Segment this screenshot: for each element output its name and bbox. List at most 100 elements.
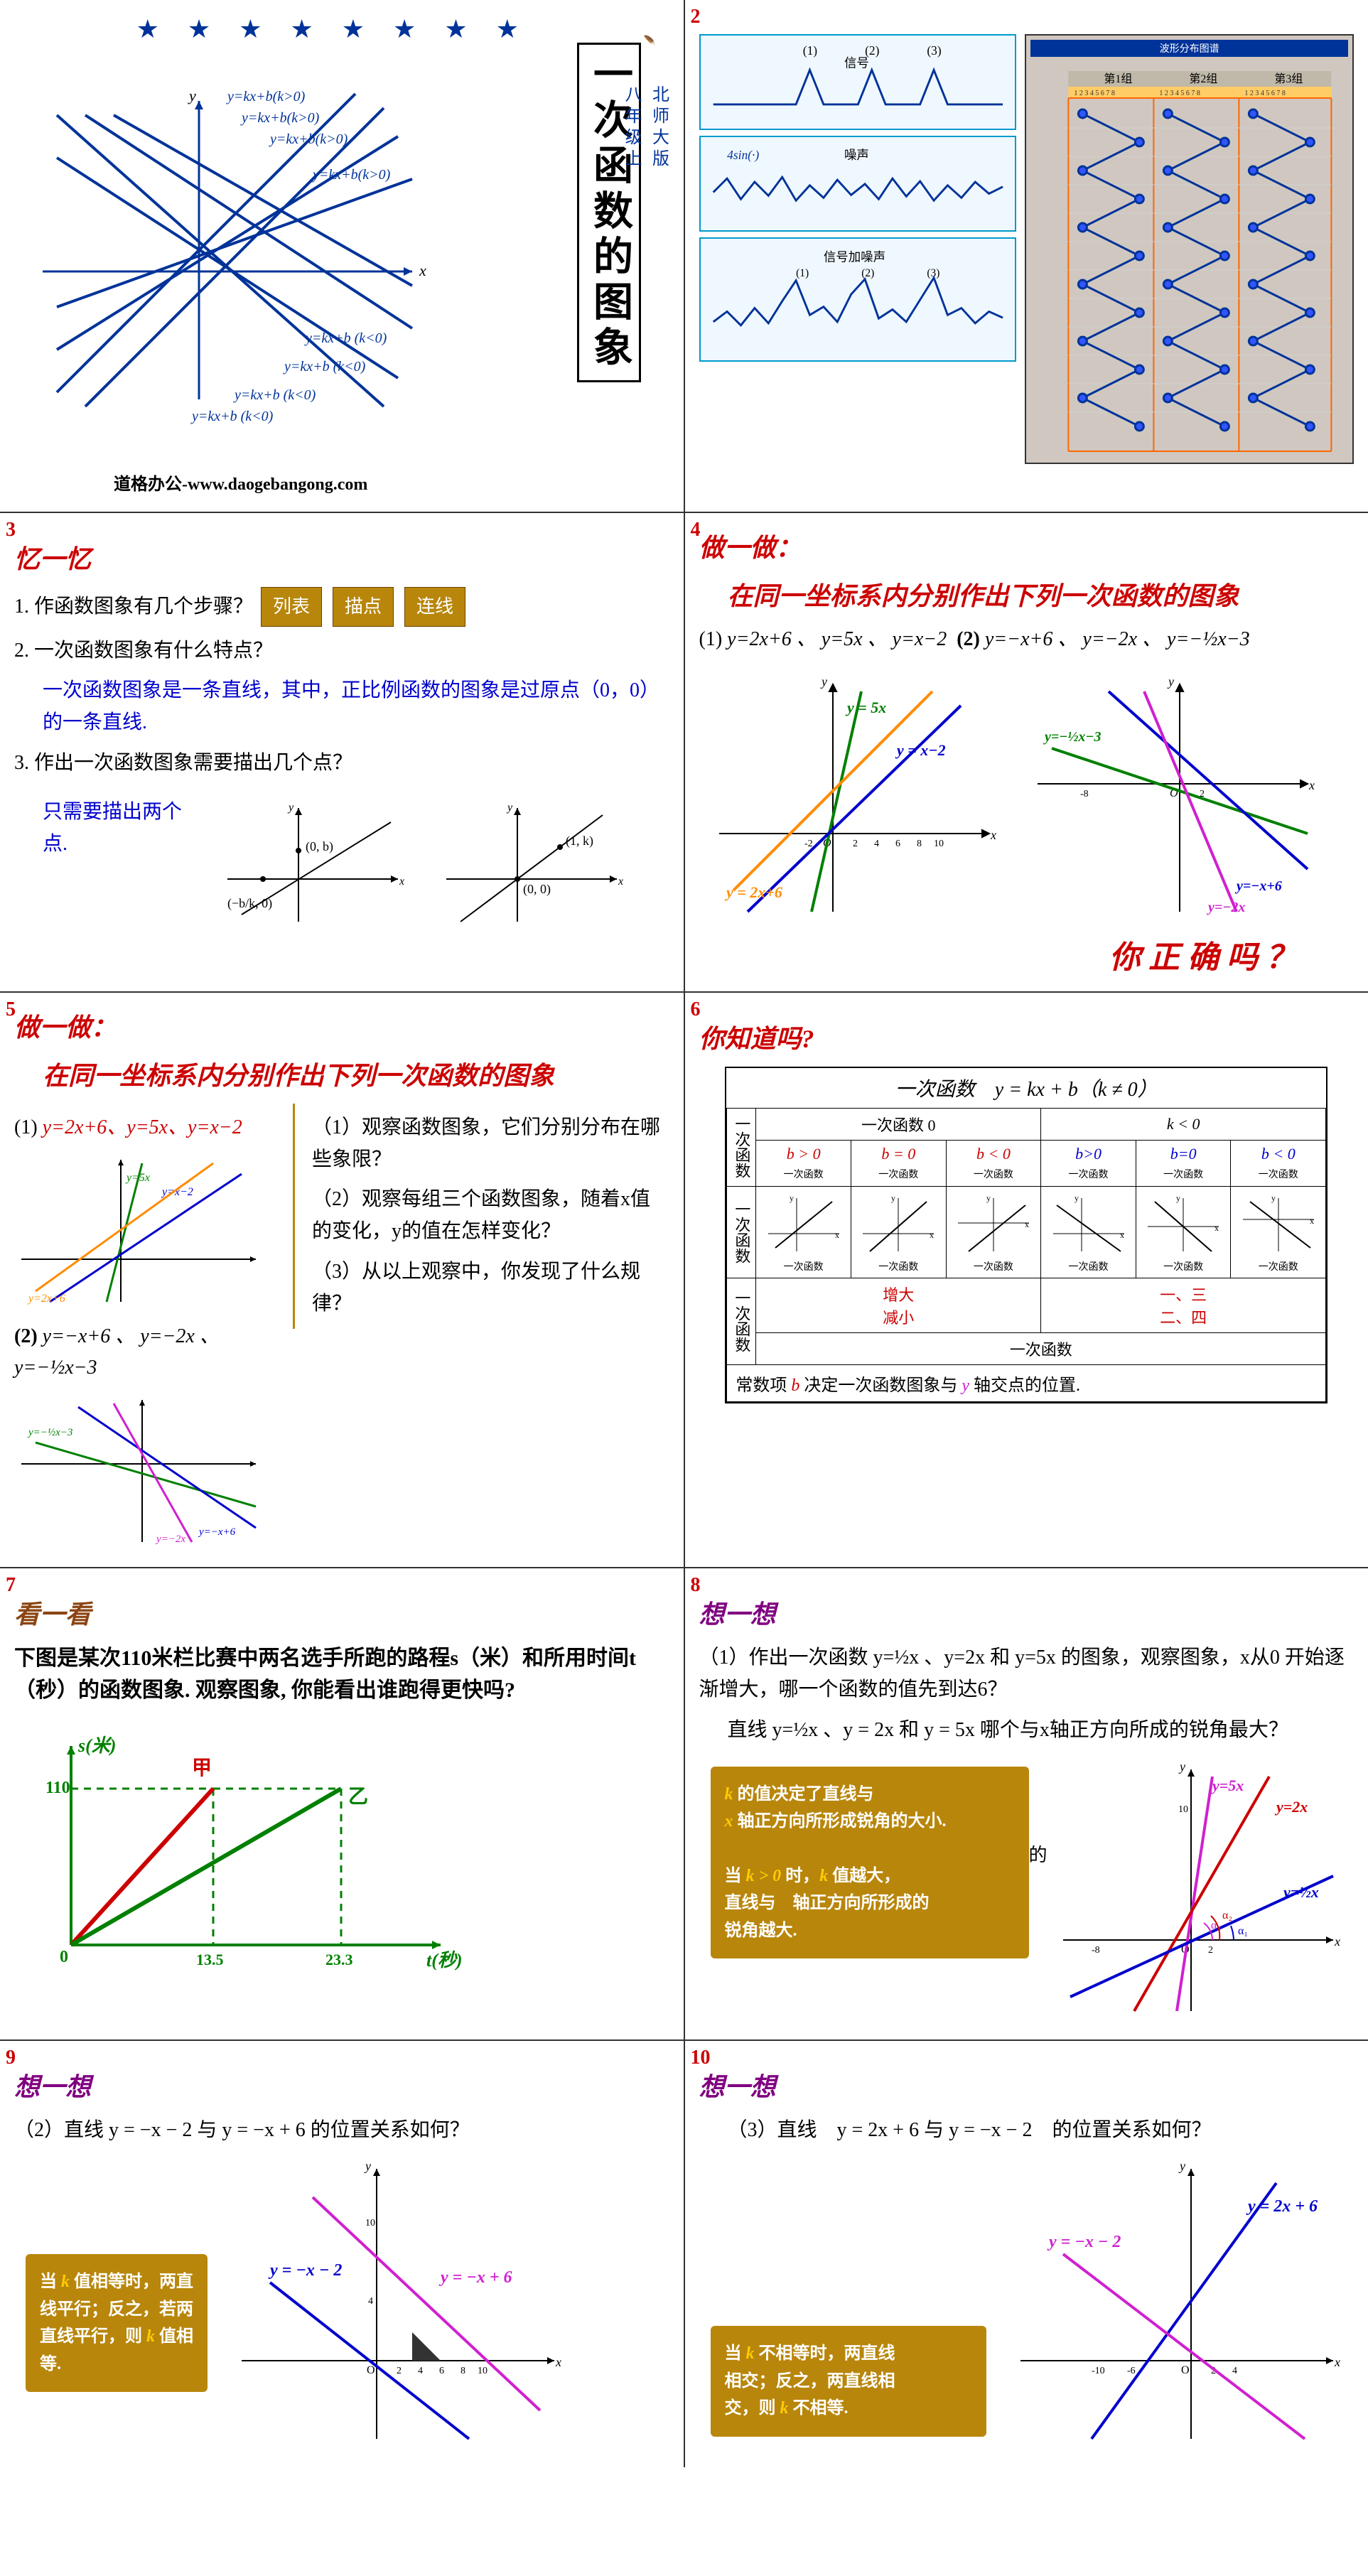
section-heading: 想一想	[699, 2066, 1354, 2103]
step-plot[interactable]: 描点	[333, 587, 394, 627]
svg-text:y=kx+b(k>0): y=kx+b(k>0)	[240, 110, 320, 126]
parallel-chart: xyO 246810104 y = −x − 2 y = −x + 6	[227, 2155, 569, 2453]
callout10: 当 k 不相等时，两直线相交；反之，两直线相交，则 k 不相等.	[711, 2326, 986, 2436]
svg-text:10: 10	[934, 839, 944, 849]
svg-text:y: y	[790, 1193, 794, 1203]
svg-text:y=kx+b(k>0): y=kx+b(k>0)	[311, 167, 391, 183]
slides-grid: ★★★★★★★★ 🪶 一次函数的图象 北师大版 八年级上 x y y=kx+b(…	[0, 0, 1368, 2467]
svg-text:s(米): s(米)	[77, 1735, 116, 1756]
section-heading: 做一做：	[14, 1013, 117, 1042]
svg-text:y = −x − 2: y = −x − 2	[1047, 2233, 1121, 2251]
svg-text:y: y	[1271, 1193, 1276, 1203]
mid: 一次函数	[756, 1332, 1326, 1364]
row-head: 一次函数	[727, 1108, 756, 1186]
svg-text:y=kx+b (k<0): y=kx+b (k<0)	[283, 359, 366, 374]
signal-panel-1: (1)(2)(3) 信号	[699, 34, 1017, 130]
q5-3: （3）从以上观察中，你发现了什么规律？	[312, 1256, 669, 1320]
svg-text:y=−½x−3: y=−½x−3	[1043, 729, 1102, 745]
step-connect[interactable]: 连线	[404, 587, 465, 627]
cell-text: 一次函数	[1044, 1259, 1133, 1273]
svg-text:x: x	[990, 828, 996, 842]
svg-text:y = x−2: y = x−2	[895, 741, 946, 759]
svg-text:4: 4	[418, 2366, 423, 2376]
slide-number: 2	[691, 6, 701, 28]
svg-text:y: y	[820, 674, 827, 689]
set1: y=2x+6、y=5x、y=x−2	[43, 1116, 242, 1138]
y-axis-label: y	[188, 87, 196, 104]
set2-label: (2)	[957, 628, 980, 650]
signal-column: (1)(2)(3) 信号 4sin(·) 噪声 信号加噪声 (1)(2)(3)	[699, 34, 1017, 367]
quad13: 一、三	[1160, 1286, 1207, 1304]
svg-text:y: y	[1075, 1193, 1079, 1203]
chart5-a: y=5x y=x−2 y=2x+6	[14, 1153, 270, 1309]
label-mixed: 信号加噪声	[823, 250, 885, 264]
star-icon: ★	[136, 15, 188, 43]
svg-text:y=½x: y=½x	[1281, 1883, 1319, 1901]
angle-chart: xyO 2-810 y=5x y=2x y=½x α₃ α₂ α₁	[1049, 1755, 1347, 2025]
section-heading: 忆一忆	[14, 539, 669, 576]
svg-text:y=kx+b(k>0): y=kx+b(k>0)	[269, 131, 348, 147]
svg-text:x: x	[618, 875, 623, 888]
svg-text:y=kx+b (k<0): y=kx+b (k<0)	[190, 409, 274, 424]
svg-text:1 2 3 4 5 6 7 8: 1 2 3 4 5 6 7 8	[1160, 90, 1201, 97]
col2: 第2组	[1190, 72, 1218, 85]
svg-text:1 2 3 4 5 6 7 8: 1 2 3 4 5 6 7 8	[1075, 90, 1116, 97]
bsub: 一次函数	[878, 1170, 918, 1180]
dangling: 的	[1028, 1841, 1047, 1867]
grade: 八年级上	[622, 85, 640, 171]
cell-3: xy	[951, 1191, 1036, 1255]
svg-text:O: O	[1181, 2364, 1190, 2376]
q8-2: 直线 y=½x 、y = 2x 和 y = 5x 哪个与x轴正方向所成的锐角最大…	[699, 1715, 1354, 1747]
runner-b: 乙	[348, 1786, 368, 1808]
svg-text:0: 0	[60, 1948, 68, 1966]
chart5-b: y=−½x−3 y=−x+6 y=−2x	[14, 1393, 270, 1549]
slide-number: 9	[6, 2047, 16, 2069]
slide-7: 7 看一看 下图是某次110米栏比赛中两名选手所跑的路程s（米）和所用时间t（秒…	[0, 1568, 684, 2039]
svg-text:-6: -6	[1127, 2366, 1136, 2376]
svg-text:α₁: α₁	[1238, 1925, 1248, 1937]
bsub: 一次函数	[784, 1170, 824, 1180]
svg-text:y=kx+b (k<0): y=kx+b (k<0)	[233, 387, 316, 403]
star-icon: ★	[393, 15, 444, 43]
svg-text:y: y	[986, 1193, 991, 1203]
handwritten-q: 你 正 确 吗 ？	[699, 932, 1354, 977]
section-heading: 你知道吗?	[699, 1018, 1354, 1055]
svg-text:(0, 0): (0, 0)	[523, 882, 551, 897]
svg-text:y: y	[1167, 674, 1174, 689]
set1: y=2x+6 、 y=5x 、 y=x−2	[727, 628, 947, 650]
dec: 减小	[883, 1309, 914, 1327]
svg-text:y=kx+b (k<0): y=kx+b (k<0)	[304, 330, 387, 346]
slide-10: 10 想一想 （3）直线 y = 2x + 6 与 y = −x − 2 的位置…	[685, 2041, 1368, 2468]
svg-text:x: x	[1120, 1230, 1124, 1240]
bsub: 一次函数	[1069, 1170, 1109, 1180]
svg-text:y: y	[1178, 1759, 1185, 1774]
callout9: 当 k 值相等时，两直线平行；反之，若两直线平行，则 k 值相等.	[26, 2254, 208, 2392]
mini-chart-b: (1, k) (0, 0) xy	[432, 794, 631, 936]
slide-5: 5 做一做： 在同一坐标系内分别作出下列一次函数的图象 (1) y=2x+6、y…	[0, 993, 684, 1567]
svg-text:(1): (1)	[796, 267, 809, 279]
cell-text: 一次函数	[759, 1259, 848, 1273]
slide-number: 3	[6, 519, 16, 541]
svg-text:4sin(·): 4sin(·)	[727, 148, 759, 162]
q1: 1. 作函数图象有几个步骤？ 列表 描点 连线	[14, 587, 669, 627]
svg-text:x: x	[555, 2355, 561, 2369]
svg-text:t(秒): t(秒)	[426, 1950, 463, 1971]
q2: 2. 一次函数图象有什么特点？	[14, 635, 669, 667]
step-list[interactable]: 列表	[261, 587, 322, 627]
kpos: 一次函数 0	[756, 1108, 1041, 1140]
svg-text:y=5x: y=5x	[1210, 1777, 1244, 1794]
svg-text:O: O	[367, 2364, 375, 2376]
svg-text:13.5: 13.5	[196, 1951, 224, 1968]
b-lt0b: b < 0	[1261, 1145, 1296, 1163]
set2: y=−x+6 、 y=−2x 、 y=−½x−3	[14, 1325, 220, 1379]
svg-text:x: x	[1334, 1934, 1340, 1949]
svg-text:x: x	[1025, 1219, 1029, 1229]
svg-text:10: 10	[365, 2218, 375, 2229]
slide-8: 8 想一想 （1）作出一次函数 y=½x 、y=2x 和 y=5x 的图象，观察…	[685, 1568, 1368, 2039]
set2: y=−x+6 、 y=−2x 、 y=−½x−3	[985, 628, 1250, 650]
footer-link[interactable]: 道格办公-www.daogebangong.com	[114, 470, 367, 495]
lines-chart: x y y=kx+b(k>0) y=kx+b(k>0) y=kx+b(k>0) …	[14, 58, 455, 428]
col1: 第1组	[1104, 72, 1133, 85]
edition-label: 北师大版 八年级上	[618, 85, 672, 171]
svg-text:y: y	[287, 802, 294, 814]
